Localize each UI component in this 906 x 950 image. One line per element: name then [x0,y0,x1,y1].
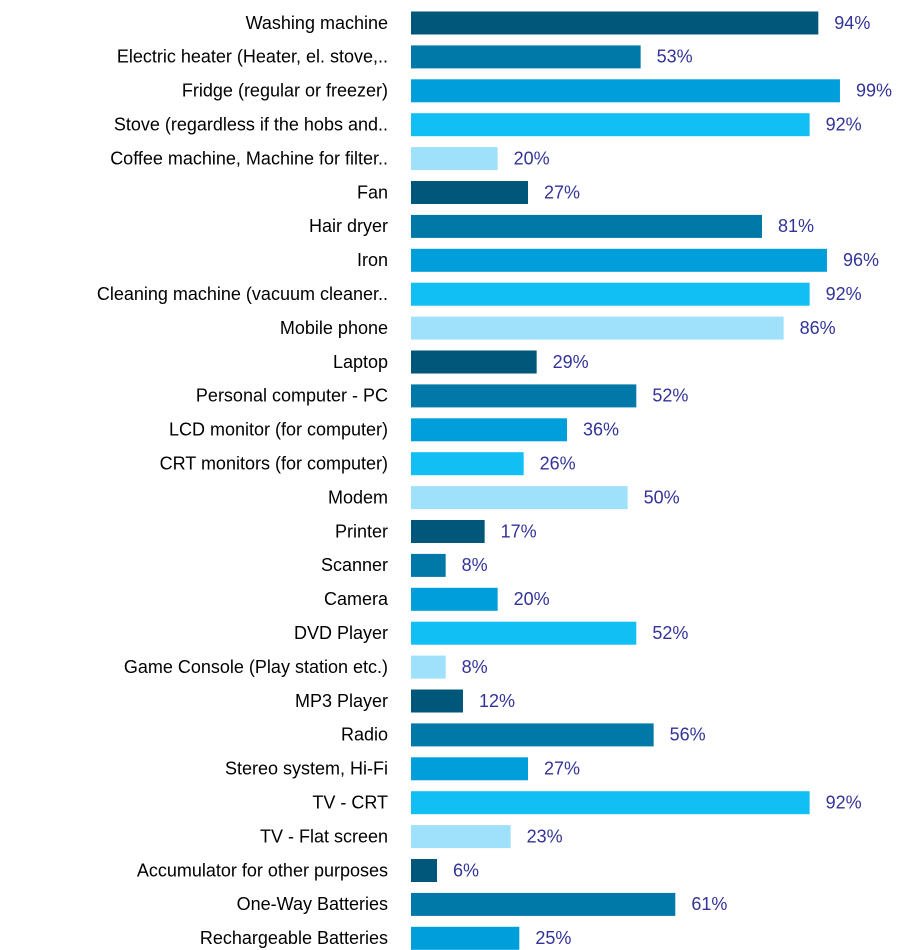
bar [411,248,827,272]
category-label: Printer [335,521,388,541]
bar [411,113,810,137]
value-label: 86% [800,318,836,338]
bar [411,147,498,171]
value-label: 50% [644,487,680,507]
bar [411,181,528,204]
bar [411,655,446,679]
value-label: 92% [826,284,862,304]
category-label: Game Console (Play station etc.) [124,657,388,677]
value-label: 6% [453,860,479,880]
bar [411,689,463,713]
bar [411,553,446,577]
category-label: Coffee machine, Machine for filter.. [110,148,388,168]
bar [411,892,676,916]
bar [411,45,641,69]
category-label: CRT monitors (for computer) [160,453,388,473]
category-label: Hair dryer [309,216,388,236]
category-label: Modem [328,487,388,507]
category-label: TV - CRT [312,792,388,812]
bar [411,825,511,849]
bar [411,282,810,306]
value-label: 27% [544,759,580,779]
value-label: 92% [826,114,862,134]
bar [411,859,437,882]
value-label: 8% [462,657,488,677]
category-label: Washing machine [246,13,388,33]
bar [411,723,654,747]
category-label: Fan [357,182,388,202]
category-label: Electric heater (Heater, el. stove,.. [117,47,388,67]
category-label: Radio [341,725,388,745]
value-label: 17% [501,521,537,541]
category-label: Mobile phone [280,318,388,338]
bar [411,587,498,611]
category-label: MP3 Player [295,691,388,711]
category-label: TV - Flat screen [260,826,388,846]
category-label: Fridge (regular or freezer) [182,81,388,101]
category-label: Iron [357,250,388,270]
value-label: 52% [652,623,688,643]
value-label: 61% [691,894,727,914]
bar [411,384,637,408]
value-label: 53% [657,47,693,67]
value-label: 96% [843,250,879,270]
value-label: 52% [652,386,688,406]
bar [411,621,637,645]
bar [411,486,628,510]
category-label: Cleaning machine (vacuum cleaner.. [97,284,388,304]
category-label: Accumulator for other purposes [137,860,388,880]
bar [411,791,810,815]
category-label: Laptop [333,352,388,372]
category-label: LCD monitor (for computer) [169,420,388,440]
bar [411,418,567,442]
bar [411,926,520,950]
value-label: 94% [834,13,870,33]
value-label: 92% [826,792,862,812]
value-label: 8% [462,555,488,575]
bar [411,520,485,543]
value-label: 99% [856,81,892,101]
value-label: 20% [514,589,550,609]
value-label: 23% [527,826,563,846]
bar [411,316,784,340]
value-label: 56% [670,725,706,745]
value-label: 26% [540,453,576,473]
category-label: Personal computer - PC [196,386,388,406]
bar [411,452,524,476]
value-label: 12% [479,691,515,711]
bar [411,757,528,781]
category-label: Scanner [321,555,388,575]
bar [411,350,537,374]
value-label: 36% [583,420,619,440]
category-label: One-Way Batteries [237,894,388,914]
value-label: 20% [514,148,550,168]
category-label: Rechargeable Batteries [200,928,388,948]
value-label: 27% [544,182,580,202]
value-label: 25% [535,928,571,948]
category-label: Stereo system, Hi-Fi [225,759,388,779]
value-label: 81% [778,216,814,236]
bar [411,11,819,35]
category-label: Camera [324,589,389,609]
value-label: 29% [553,352,589,372]
category-label: Stove (regardless if the hobs and.. [114,114,388,134]
bar [411,79,840,103]
bar [411,214,762,238]
category-label: DVD Player [294,623,388,643]
